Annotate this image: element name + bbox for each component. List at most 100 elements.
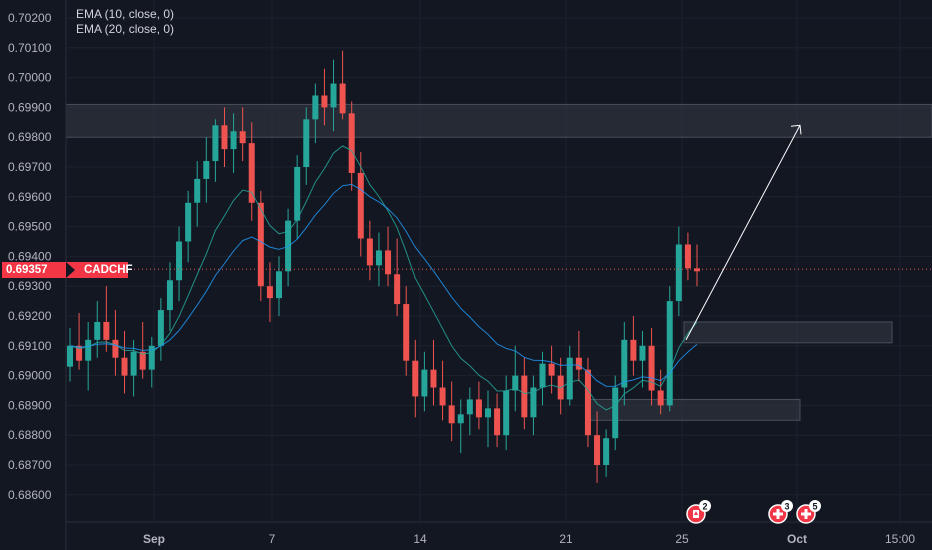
event-count-bubble bbox=[809, 500, 821, 512]
candle-body bbox=[385, 250, 392, 275]
candle-body bbox=[166, 280, 173, 311]
candle-body bbox=[85, 339, 92, 361]
candle-body bbox=[439, 387, 446, 406]
candle-body bbox=[612, 387, 619, 439]
candle-body bbox=[203, 161, 210, 179]
candles bbox=[67, 50, 700, 483]
x-tick-label: 21 bbox=[559, 532, 573, 546]
candle-body bbox=[321, 95, 328, 108]
candle-body bbox=[348, 113, 355, 173]
x-tick-label: 25 bbox=[675, 532, 689, 546]
candle-body bbox=[530, 387, 537, 418]
event-count-bubble bbox=[699, 500, 711, 512]
candle-body bbox=[430, 369, 437, 388]
candle-body bbox=[112, 339, 119, 358]
candle-body bbox=[675, 244, 682, 302]
symbol-label: CADCHF bbox=[66, 262, 133, 278]
x-tick-label: Oct bbox=[787, 532, 807, 546]
candle-body bbox=[121, 357, 128, 376]
y-tick-label: 0.68600 bbox=[8, 488, 52, 502]
candle-body bbox=[266, 286, 273, 299]
y-tick-label: 0.70000 bbox=[8, 71, 52, 85]
candle-body bbox=[294, 167, 301, 221]
candle-body bbox=[494, 408, 501, 436]
candle-body bbox=[366, 238, 373, 266]
y-tick-label: 0.69300 bbox=[8, 279, 52, 293]
candle-body bbox=[94, 321, 101, 340]
candle-body bbox=[130, 351, 137, 376]
legend-ema-20[interactable]: EMA (20, close, 0) bbox=[76, 22, 175, 36]
candle-body bbox=[239, 131, 246, 144]
ema-10-line bbox=[69, 145, 698, 411]
ca-flag-icon[interactable]: 2 bbox=[686, 500, 711, 524]
candle-body bbox=[485, 408, 491, 418]
event-count-label: 3 bbox=[784, 502, 789, 512]
ema-lines bbox=[66, 145, 932, 411]
y-tick-label: 0.68800 bbox=[8, 428, 52, 442]
candle-body bbox=[684, 244, 691, 269]
maple-leaf bbox=[694, 511, 698, 515]
candle-body bbox=[666, 301, 673, 406]
y-tick-label: 0.68900 bbox=[8, 398, 52, 412]
cross-h bbox=[801, 512, 811, 516]
candle-body bbox=[339, 83, 346, 114]
candle-body bbox=[403, 304, 410, 361]
candle-body bbox=[276, 271, 282, 299]
candle-body bbox=[575, 357, 582, 370]
candle-body bbox=[603, 438, 610, 465]
legend-ema-10[interactable]: EMA (10, close, 0) bbox=[76, 7, 175, 21]
y-tick-label: 0.70200 bbox=[8, 11, 52, 25]
candle-body bbox=[566, 357, 573, 400]
candle-body bbox=[157, 310, 164, 346]
candle-body bbox=[648, 345, 655, 391]
x-tick-label: 14 bbox=[413, 532, 427, 546]
candle-body bbox=[303, 119, 310, 167]
candle-body bbox=[548, 363, 555, 376]
zone-rect bbox=[589, 398, 801, 421]
candle-body bbox=[448, 405, 455, 424]
candle-body bbox=[475, 399, 482, 418]
candle-body bbox=[357, 172, 364, 239]
y-tick-label: 0.70100 bbox=[8, 41, 52, 55]
y-tick-label: 0.69500 bbox=[8, 220, 52, 234]
candle-body bbox=[375, 250, 382, 266]
grid bbox=[66, 0, 932, 522]
candle-body bbox=[521, 375, 528, 418]
candle-body bbox=[694, 268, 700, 272]
zone-rect bbox=[683, 321, 893, 344]
arrow-head bbox=[790, 124, 802, 135]
x-tick-label: 15:00 bbox=[885, 532, 915, 546]
candle-body bbox=[148, 345, 155, 370]
cross-h bbox=[773, 512, 783, 516]
y-tick-label: 0.69200 bbox=[8, 309, 52, 323]
ch-flag-icon[interactable]: 5 bbox=[796, 500, 821, 524]
event-count-bubble bbox=[781, 500, 793, 512]
price-tag-notch bbox=[66, 262, 75, 278]
event-count-label: 2 bbox=[702, 502, 707, 512]
candle-body bbox=[312, 95, 319, 120]
candle-body bbox=[248, 143, 255, 203]
ch-flag-icon[interactable]: 3 bbox=[768, 500, 793, 524]
y-tick-label: 0.68700 bbox=[8, 458, 52, 472]
candle-body bbox=[330, 83, 337, 108]
x-tick-label: Sep bbox=[143, 532, 165, 546]
candle-body bbox=[103, 321, 110, 340]
zone-rect bbox=[65, 103, 932, 138]
candle-body bbox=[657, 390, 664, 406]
y-tick-label: 0.69600 bbox=[8, 190, 52, 204]
candle-body bbox=[412, 360, 419, 397]
candle-body bbox=[394, 274, 401, 305]
event-count-label: 5 bbox=[812, 502, 817, 512]
ema-20-line bbox=[69, 183, 698, 387]
candle-body bbox=[630, 339, 637, 361]
candle-body bbox=[621, 339, 628, 388]
candle-body bbox=[512, 375, 519, 391]
candle-body bbox=[421, 369, 428, 397]
candle-body bbox=[67, 345, 73, 367]
event-markers[interactable]: 2 3 5 bbox=[686, 500, 821, 524]
y-tick-label: 0.69100 bbox=[8, 339, 52, 353]
candle-body bbox=[257, 202, 264, 287]
candle-body bbox=[539, 363, 546, 388]
